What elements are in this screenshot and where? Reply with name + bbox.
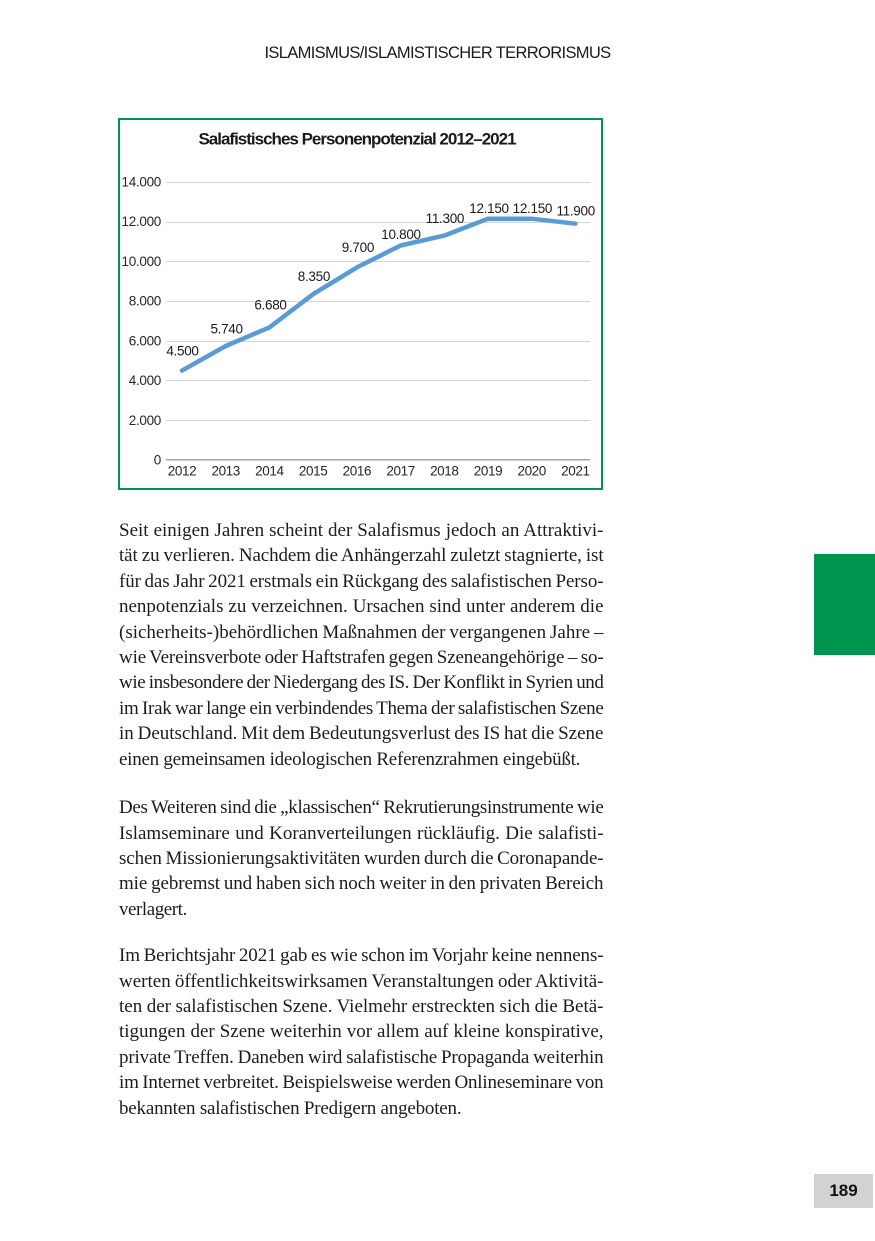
svg-text:0: 0 [154,453,161,468]
svg-text:4.500: 4.500 [166,344,198,359]
svg-text:5.740: 5.740 [210,322,242,337]
svg-text:2017: 2017 [386,464,414,479]
svg-text:2020: 2020 [517,464,545,479]
svg-text:10.800: 10.800 [381,227,421,242]
svg-text:2015: 2015 [299,464,327,479]
svg-text:2014: 2014 [255,464,284,479]
svg-text:2012: 2012 [168,464,196,479]
svg-text:10.000: 10.000 [122,254,162,269]
svg-text:14.000: 14.000 [122,175,162,190]
svg-text:6.680: 6.680 [254,298,286,313]
svg-text:12.150: 12.150 [513,201,553,216]
svg-text:12.150: 12.150 [469,201,509,216]
svg-text:2013: 2013 [211,464,239,479]
svg-text:2018: 2018 [430,464,458,479]
svg-text:4.000: 4.000 [129,373,161,388]
svg-text:11.300: 11.300 [426,211,465,226]
svg-text:2019: 2019 [474,464,502,479]
svg-text:8.350: 8.350 [298,269,330,284]
svg-text:Salafistisches Personenpotenzi: Salafistisches Personenpotenzial 2012–20… [198,130,516,149]
svg-text:12.000: 12.000 [122,214,162,229]
svg-text:2016: 2016 [343,464,371,479]
svg-text:6.000: 6.000 [129,333,161,348]
svg-text:2021: 2021 [561,464,589,479]
svg-text:2.000: 2.000 [129,413,161,428]
svg-text:8.000: 8.000 [129,294,161,309]
svg-text:11.900: 11.900 [556,203,595,218]
svg-text:9.700: 9.700 [342,240,374,255]
